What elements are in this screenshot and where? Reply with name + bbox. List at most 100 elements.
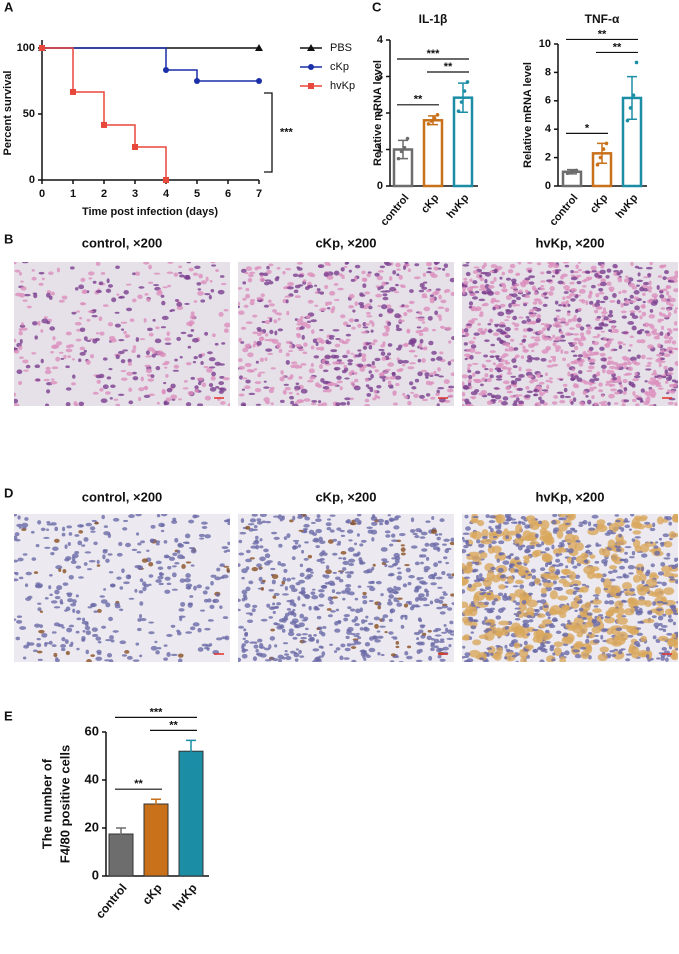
tissue-cell — [462, 391, 466, 397]
tissue-cell — [360, 539, 367, 543]
tissue-cell — [319, 329, 324, 332]
tissue-cell — [600, 278, 607, 284]
tissue-cell — [542, 292, 548, 296]
tissue-cell — [652, 369, 657, 375]
tissue-cell — [156, 401, 160, 405]
tissue-cell — [446, 637, 454, 640]
tissue-cell — [161, 300, 166, 306]
tissue-cell — [248, 527, 254, 532]
tissue-cell — [451, 602, 454, 606]
tissue-cell — [595, 293, 600, 298]
tissue-cell — [523, 536, 532, 542]
tissue-cell — [164, 555, 171, 558]
tissue-cell — [520, 355, 525, 360]
tissue-cell — [638, 649, 649, 658]
tissue-cell — [329, 643, 333, 646]
tissue-cell — [539, 599, 547, 604]
tissue-cell — [610, 553, 619, 562]
tissue-cell — [404, 615, 408, 620]
tissue-cell — [656, 657, 661, 660]
tissue-cell — [183, 380, 188, 383]
tissue-cell — [462, 539, 467, 543]
tissue-cell — [468, 305, 472, 309]
tissue-cell — [513, 289, 519, 293]
tissue-cell — [441, 605, 449, 609]
tissue-cell — [221, 546, 229, 550]
tissue-cell — [494, 324, 499, 328]
tissue-cell — [14, 514, 17, 517]
tissue-cell — [567, 303, 571, 307]
tissue-cell — [292, 515, 296, 521]
tissue-cell — [249, 300, 255, 306]
x-tick-label: control — [378, 192, 411, 228]
tissue-cell — [269, 636, 276, 641]
tissue-cell — [462, 374, 469, 379]
tissue-cell — [406, 329, 410, 333]
tissue-cell — [668, 336, 673, 340]
tissue-cell — [555, 558, 561, 563]
tissue-cell — [333, 354, 340, 359]
tissue-cell — [118, 296, 123, 299]
tissue-cell — [311, 595, 319, 600]
tissue-cell — [150, 645, 158, 651]
tissue-cell — [586, 612, 593, 616]
tissue-cell — [318, 645, 323, 649]
tissue-cell — [357, 323, 362, 328]
tissue-cell — [25, 364, 31, 369]
tissue-cell — [494, 355, 500, 358]
tissue-cell — [606, 369, 612, 375]
tissue-cell — [26, 641, 30, 647]
tissue-cell — [158, 582, 164, 586]
tissue-cell — [392, 637, 398, 640]
tissue-cell — [79, 327, 86, 333]
survival-point — [163, 67, 169, 74]
tissue-cell — [339, 361, 345, 365]
tissue-cell — [413, 393, 419, 398]
tissue-cell — [127, 358, 132, 363]
tissue-cell — [540, 271, 545, 275]
tissue-cell — [122, 349, 129, 352]
tissue-cell — [511, 322, 516, 325]
tissue-cell — [600, 403, 608, 406]
tissue-cell — [14, 538, 21, 542]
tissue-cell — [474, 306, 482, 312]
tissue-cell — [74, 321, 82, 326]
tissue-cell — [317, 384, 323, 388]
tissue-cell — [527, 343, 535, 349]
tissue-cell — [238, 337, 242, 343]
tissue-cell — [538, 381, 545, 385]
tissue-cell — [511, 654, 518, 658]
tissue-cell — [497, 592, 504, 597]
tissue-cell — [606, 268, 612, 273]
tissue-cell — [574, 542, 584, 552]
tissue-cell — [136, 354, 141, 358]
tissue-cell — [577, 307, 582, 311]
tissue-cell — [354, 354, 362, 358]
tissue-cell — [479, 284, 486, 289]
tissue-cell — [32, 649, 38, 653]
tissue-cell — [600, 394, 605, 398]
tissue-cell — [558, 562, 564, 567]
tissue-cell — [567, 619, 571, 623]
tissue-cell — [503, 592, 507, 598]
tissue-cell — [337, 287, 344, 291]
tissue-cell — [101, 625, 107, 629]
tissue-cell — [495, 378, 503, 381]
tissue-cell — [343, 265, 348, 269]
tissue-cell — [122, 527, 128, 531]
tissue-cell — [238, 393, 245, 397]
tissue-cell — [596, 544, 602, 547]
tissue-cell — [535, 319, 541, 324]
tissue-cell — [242, 347, 249, 353]
tissue-cell — [241, 648, 247, 654]
tissue-cell — [517, 262, 522, 265]
tissue-cell — [211, 371, 216, 377]
tissue-cell — [390, 653, 396, 657]
tissue-cell — [663, 587, 675, 595]
tissue-cell — [626, 634, 634, 638]
tissue-cell — [578, 607, 584, 612]
tissue-cell — [675, 307, 678, 310]
tissue-cell — [471, 317, 478, 321]
tissue-cell — [437, 654, 442, 659]
tissue-cell — [362, 591, 367, 596]
